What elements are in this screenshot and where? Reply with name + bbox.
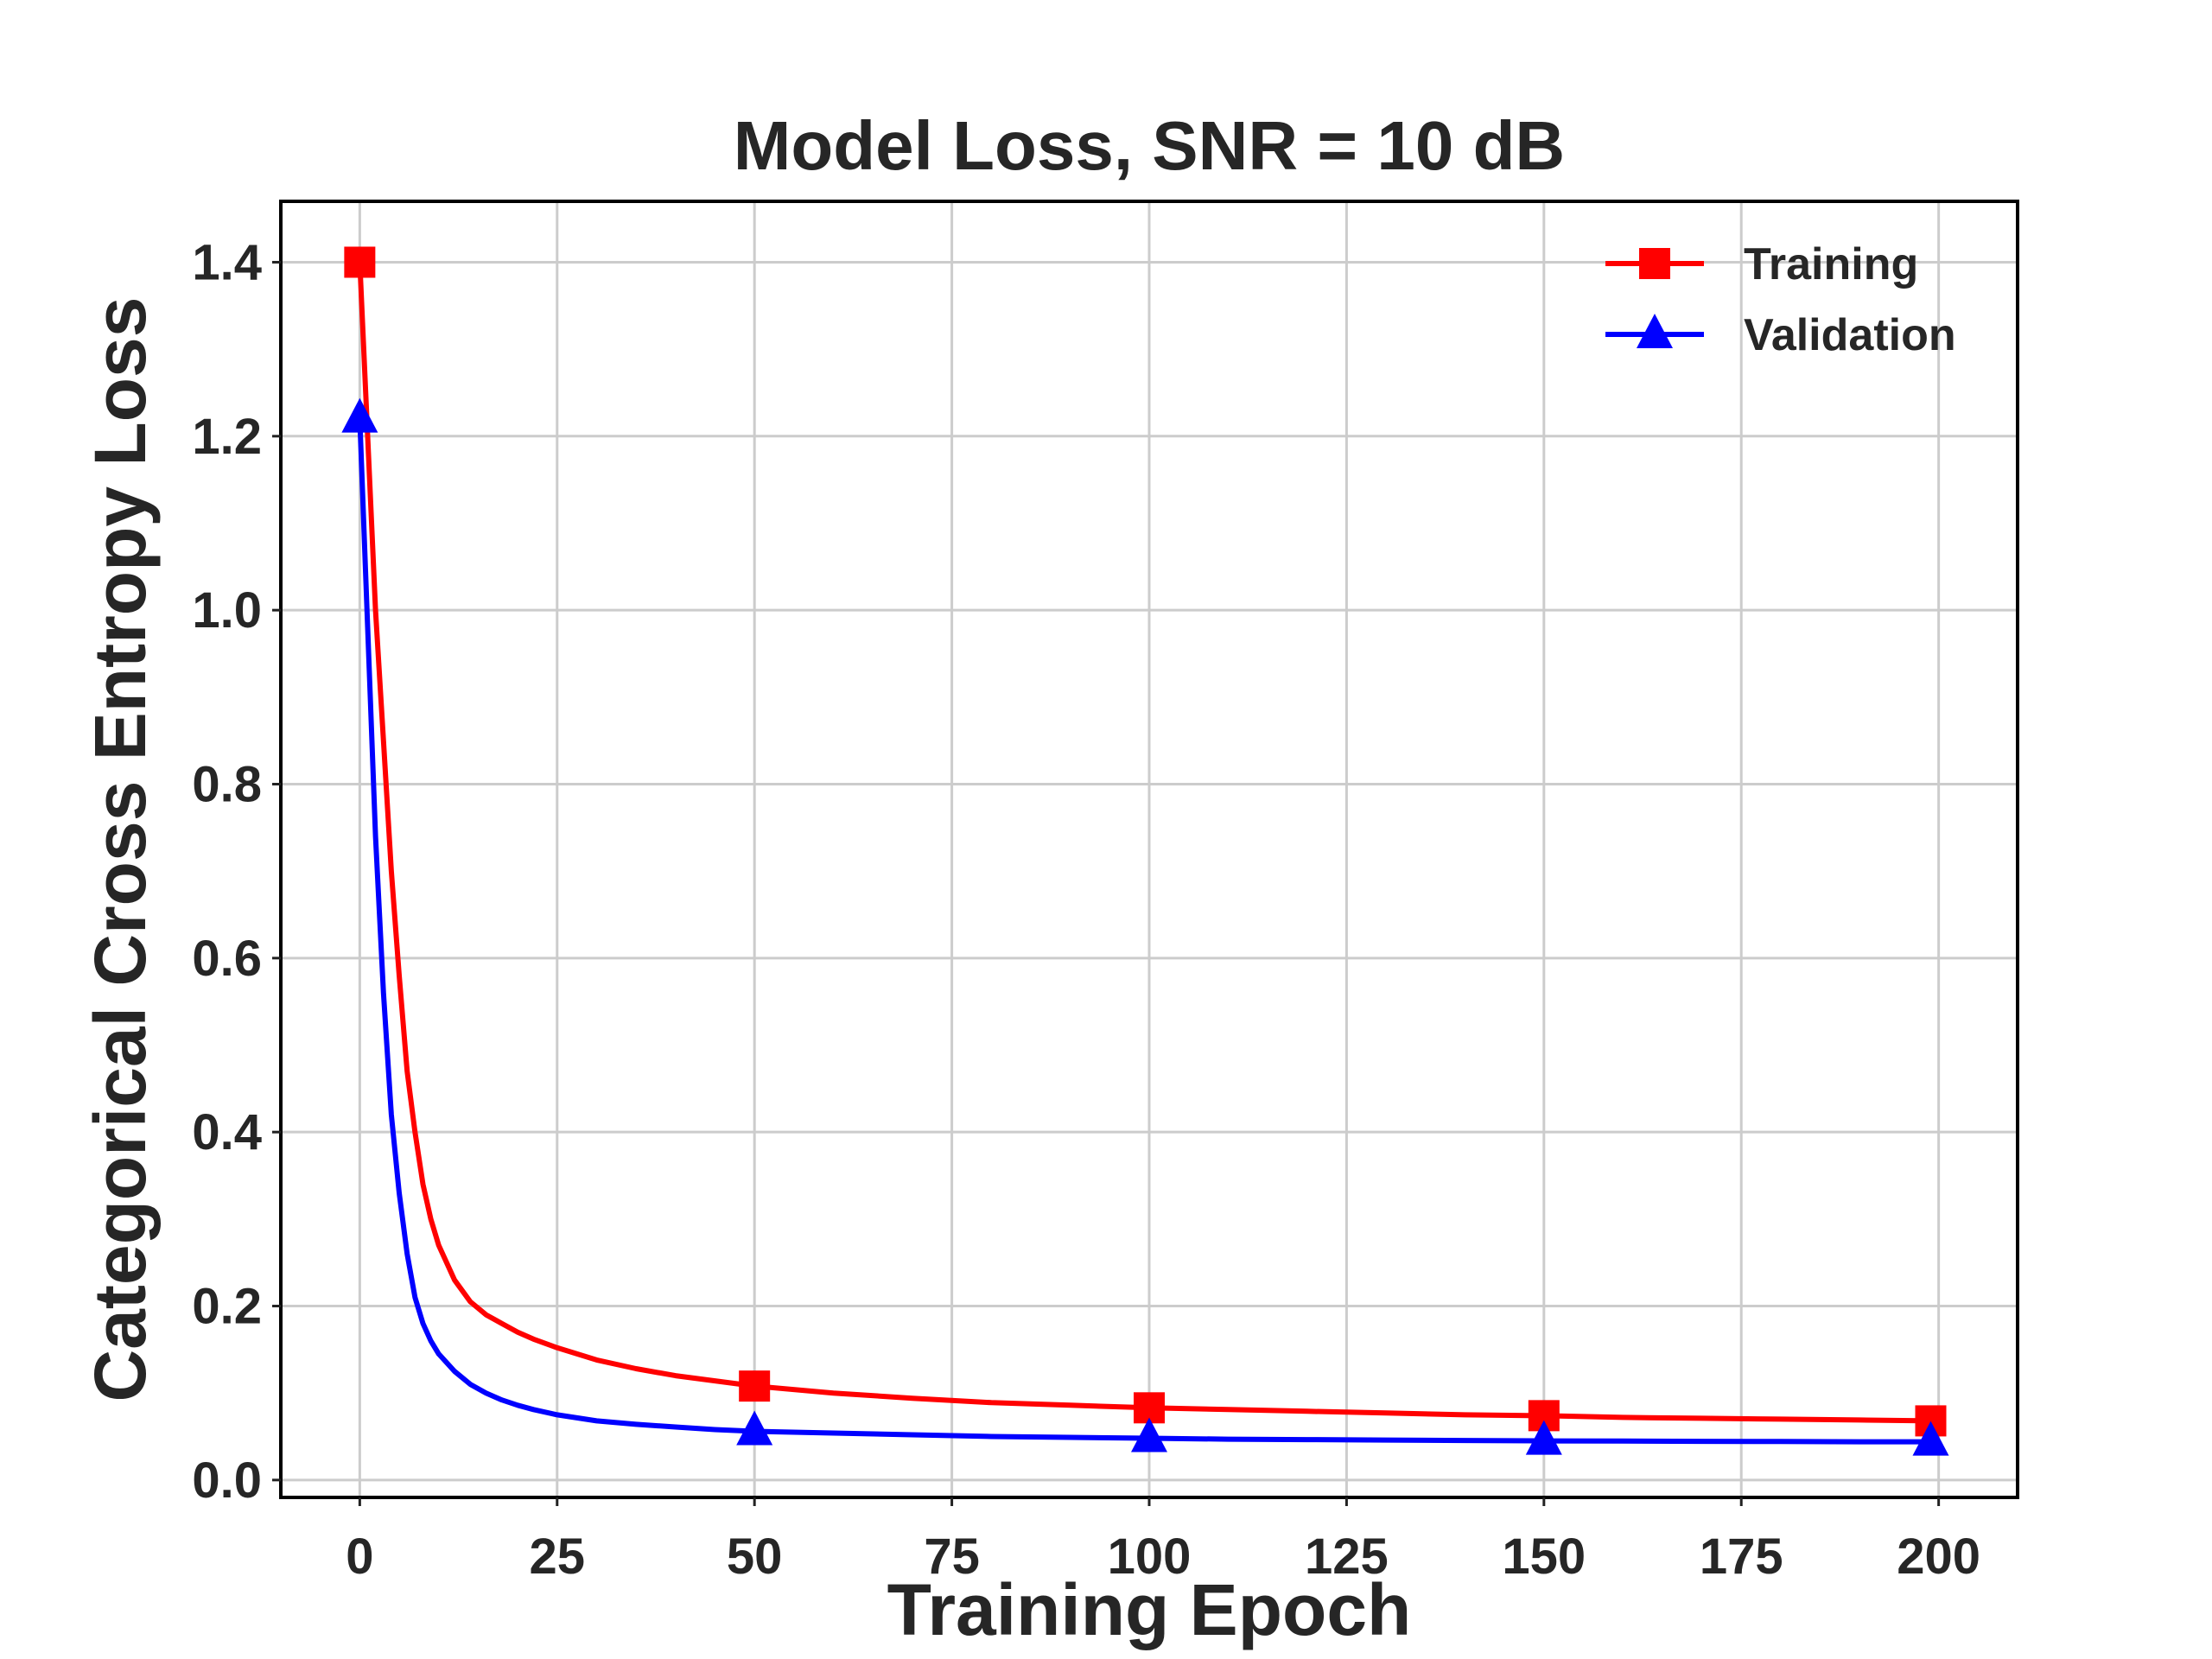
tick-layer: 0 25 50 75 100 125 150 175 200 0.0 0.2 0.4 0.6 0.8 1.0… <box>192 234 1980 1585</box>
y-tick-label: 1.2 <box>192 409 262 465</box>
y-tick-label: 0.4 <box>192 1104 262 1160</box>
x-tick-label: 75 <box>924 1529 980 1585</box>
x-tick-label: 150 <box>1502 1529 1586 1585</box>
training-series-line <box>357 259 1934 1424</box>
y-axis-title: Categorical Cross Entropy Loss <box>79 297 161 1402</box>
validation-marker <box>736 1410 773 1446</box>
training-marker <box>739 1370 771 1402</box>
x-tick-label: 200 <box>1897 1529 1980 1585</box>
validation-legend-marker <box>1637 314 1673 348</box>
validation-series-line <box>357 416 1934 1445</box>
y-tick-label: 0.0 <box>192 1452 262 1509</box>
chart-title: Model Loss, SNR = 10 dB <box>734 107 1565 184</box>
validation-marker <box>341 397 378 433</box>
training-legend-label: Training <box>1744 239 1918 289</box>
x-axis-title: Training Epoch <box>887 1569 1412 1650</box>
x-tick-label: 100 <box>1108 1529 1192 1585</box>
validation-marker <box>1912 1421 1949 1456</box>
x-tick-label: 125 <box>1305 1529 1389 1585</box>
y-tick-label: 1.4 <box>192 234 262 290</box>
validation-legend-label: Validation <box>1744 310 1956 360</box>
marker-layer <box>341 246 1949 1456</box>
y-tick-label: 0.8 <box>192 756 262 812</box>
y-tick-label: 0.6 <box>192 931 262 987</box>
validation-marker <box>1131 1417 1167 1452</box>
x-tick-label: 50 <box>727 1529 783 1585</box>
x-tick-label: 0 <box>346 1529 373 1585</box>
legend: Training Validation <box>1605 239 1956 360</box>
y-tick-label: 1.0 <box>192 582 262 639</box>
y-tick-label: 0.2 <box>192 1279 262 1335</box>
training-marker <box>344 246 376 278</box>
grid <box>281 201 2018 1497</box>
training-legend-marker <box>1639 248 1670 279</box>
x-tick-label: 25 <box>530 1529 586 1585</box>
validation-marker <box>1525 1420 1562 1455</box>
x-tick-label: 175 <box>1700 1529 1783 1585</box>
series-layer <box>357 259 1934 1445</box>
